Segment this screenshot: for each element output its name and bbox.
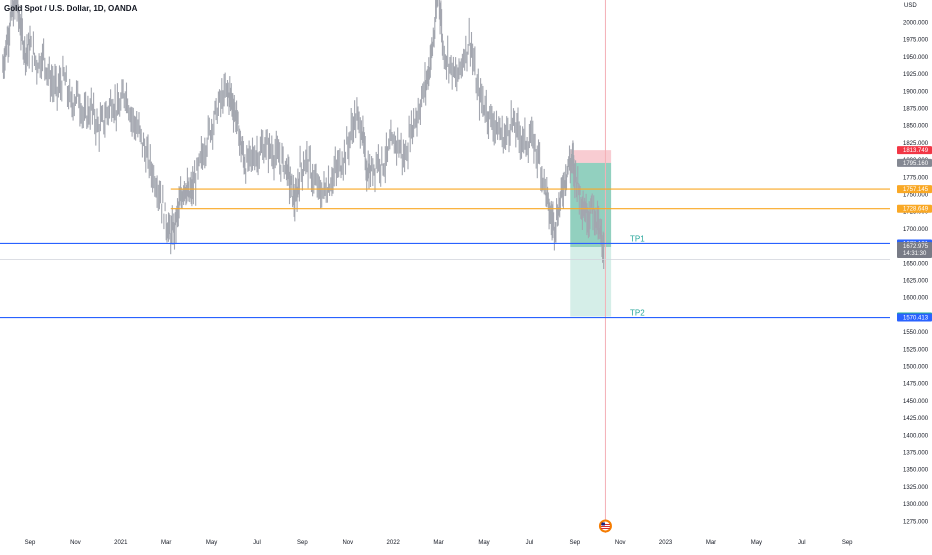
y-tick-label: 2000.000 — [903, 21, 929, 27]
y-tick-label: 1625.000 — [903, 279, 929, 285]
y-tick-label: 1275.000 — [903, 519, 929, 525]
x-tick-label: Sep — [569, 540, 580, 546]
candles-group — [2, 0, 605, 269]
y-tick-label: 1500.000 — [903, 365, 929, 371]
price-tag-countdown: 14:31:30 — [903, 251, 927, 257]
y-tick-label: 1375.000 — [903, 451, 929, 457]
price-tag-text: 1757.145 — [903, 187, 929, 193]
y-tick-label: 1700.000 — [903, 227, 929, 233]
x-tick-label: Nov — [70, 540, 81, 546]
flag-stripe — [600, 526, 610, 527]
currency-label: USD — [904, 3, 917, 9]
us-flag-icon — [598, 519, 612, 533]
stop-loss-zone — [570, 150, 612, 163]
y-tick-label: 1775.000 — [903, 175, 929, 181]
y-tick-label: 1925.000 — [903, 72, 929, 78]
price-tag-text: 1728.649 — [903, 207, 929, 213]
price-tag-bg — [897, 185, 932, 194]
flag-stripe — [600, 528, 610, 529]
y-tick-label: 1325.000 — [903, 485, 929, 491]
y-tick-label: 1725.000 — [903, 210, 929, 216]
y-tick-label: 1525.000 — [903, 347, 929, 353]
price-tag-bg — [897, 241, 932, 258]
level-1570-tag: 1570.413 — [897, 313, 932, 322]
price-tag-bg — [897, 146, 932, 155]
x-tick-label: Sep — [297, 540, 308, 546]
x-tick-label: Mar — [161, 540, 171, 546]
x-tick-label: Mar — [433, 540, 443, 546]
x-tick-label: 2023 — [659, 540, 673, 546]
tp2-label: TP2 — [630, 309, 645, 318]
x-tick-label: Sep — [25, 540, 36, 546]
x-tick-label: Nov — [342, 540, 353, 546]
price-tag-text: 1570.413 — [903, 316, 929, 322]
x-tick-label: May — [478, 540, 489, 546]
y-tick-label: 1875.000 — [903, 107, 929, 113]
y-tick-label: 1300.000 — [903, 502, 929, 508]
x-tick-label: Jul — [526, 540, 534, 546]
x-tick-label: May — [206, 540, 217, 546]
y-tick-label: 1550.000 — [903, 330, 929, 336]
entry-price-tag: 1795.160 — [897, 158, 932, 167]
price-tag-bg — [897, 313, 932, 322]
y-tick-label: 1650.000 — [903, 261, 929, 267]
y-tick-label: 1825.000 — [903, 141, 929, 147]
flag-stripe — [600, 524, 610, 525]
profit-zone-remaining — [570, 246, 612, 317]
x-tick-label: Mar — [706, 540, 716, 546]
symbol-title: Gold Spot / U.S. Dollar, 1D, OANDA — [4, 4, 138, 13]
y-tick-label: 1850.000 — [903, 124, 929, 130]
x-tick-label: May — [751, 540, 762, 546]
x-tick-label: Sep — [842, 540, 853, 546]
y-tick-label: 1475.000 — [903, 382, 929, 388]
x-tick-label: 2022 — [387, 540, 401, 546]
y-tick-label: 1400.000 — [903, 433, 929, 439]
y-tick-label: 1750.000 — [903, 193, 929, 199]
time-axis-area — [0, 533, 932, 550]
y-tick-label: 1600.000 — [903, 296, 929, 302]
price-tag-text: 1672.975 — [903, 244, 929, 250]
price-tag-text: 1813.749 — [903, 148, 929, 154]
y-tick-label: 1350.000 — [903, 468, 929, 474]
tp1-label: TP1 — [630, 234, 645, 243]
x-tick-label: 2021 — [114, 540, 128, 546]
stop-price-tag: 1813.749 — [897, 146, 932, 155]
level-1757-tag: 1757.145 — [897, 185, 932, 194]
x-tick-label: Jul — [253, 540, 261, 546]
x-tick-label: Jul — [798, 540, 806, 546]
level-1728-tag: 1728.649 — [897, 204, 932, 213]
flag-canton — [601, 522, 605, 526]
y-tick-label: 1950.000 — [903, 55, 929, 61]
price-tag-bg — [897, 158, 932, 167]
x-tick-label: Nov — [615, 540, 626, 546]
price-tag-bg — [897, 204, 932, 213]
y-tick-label: 1975.000 — [903, 38, 929, 44]
y-tick-label: 1450.000 — [903, 399, 929, 405]
price-axis-area — [890, 0, 932, 550]
y-tick-label: 1425.000 — [903, 416, 929, 422]
y-tick-label: 1900.000 — [903, 89, 929, 95]
price-tag-text: 1795.160 — [903, 161, 929, 167]
